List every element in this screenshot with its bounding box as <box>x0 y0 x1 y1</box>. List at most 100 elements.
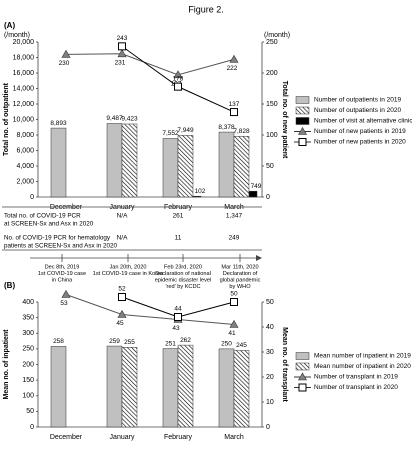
y2-unit: (/month) <box>264 32 290 39</box>
legend-swatch <box>295 117 310 125</box>
bar <box>177 344 194 428</box>
line-marker <box>118 42 126 51</box>
legend-marker <box>298 383 307 392</box>
legend-swatch <box>295 352 310 360</box>
bar-value-label: 262 <box>180 337 191 344</box>
line-value-label: 44 <box>174 306 182 313</box>
row-label: at SCREEN-Sx and Asx in 2020 <box>4 221 94 228</box>
y2-tick-label: 250 <box>266 39 278 46</box>
bar <box>218 348 235 428</box>
table-cell: 261 <box>173 213 184 220</box>
line-value-label: 137 <box>229 101 240 108</box>
y2-tick-label: 100 <box>266 132 278 139</box>
line-value-label: 52 <box>118 286 126 293</box>
y-tick-label: 350 <box>22 314 34 321</box>
legend-swatch <box>295 96 310 104</box>
bar <box>121 123 138 198</box>
line-value-label: 53 <box>60 300 68 307</box>
bar-value-label: 7,828 <box>233 128 250 135</box>
y-tick-label: 250 <box>22 346 34 353</box>
legend-label: Number of new patients in 2019 <box>314 128 406 135</box>
timeline-text: Jan 20th, 2020 <box>109 264 146 270</box>
line-marker <box>118 293 126 301</box>
bar <box>50 127 67 198</box>
y-unit: (/month) <box>4 32 30 39</box>
figure-title: Figure 2. <box>188 4 224 14</box>
y-tick-label: 150 <box>22 377 34 384</box>
y-tick-label: 14,000 <box>13 85 35 92</box>
legend-swatch <box>295 106 310 115</box>
y-tick-label: 50 <box>26 408 34 415</box>
bar-value-label: 259 <box>109 338 120 345</box>
line-value-label: 41 <box>228 330 236 337</box>
legend-label: Number of transplant in 2020 <box>314 384 398 391</box>
y2-tick-label: 50 <box>266 163 274 170</box>
line-marker <box>61 49 71 58</box>
line-marker <box>61 289 71 298</box>
x-tick-label: January <box>110 434 135 441</box>
x-tick-label: December <box>50 434 83 441</box>
line-marker <box>173 70 183 79</box>
bar <box>192 195 202 198</box>
bar <box>162 138 179 198</box>
bar-value-label: 8,893 <box>50 120 67 127</box>
y-tick-label: 8,000 <box>16 132 34 139</box>
line <box>65 294 235 325</box>
y2-tick-label: 0 <box>266 424 270 431</box>
timeline-text: 1st COVID-19 case <box>38 271 86 277</box>
line-marker <box>117 309 127 318</box>
bar <box>177 135 194 198</box>
y-tick-label: 2,000 <box>16 178 34 185</box>
table-cell: N/A <box>117 213 129 220</box>
line-marker <box>229 54 239 63</box>
line-marker <box>174 313 182 321</box>
bar-value-label: 9,487 <box>106 115 123 122</box>
bar <box>248 190 258 198</box>
y2-axis-title: Mean no. of transplant <box>281 327 288 402</box>
y2-tick-label: 200 <box>266 70 278 77</box>
bar <box>121 347 138 428</box>
line-marker <box>229 319 239 328</box>
y2-axis-title: Total no. of new patient <box>281 81 288 159</box>
y2-tick-label: 50 <box>266 299 274 306</box>
timeline-text: global pandemic <box>220 277 261 283</box>
timeline-text: 'red' by KCDC <box>165 284 200 290</box>
bar <box>233 350 250 428</box>
line-marker <box>174 82 182 91</box>
y-tick-label: 200 <box>22 361 34 368</box>
timeline-text: by WHO <box>229 284 251 290</box>
bar <box>106 123 123 198</box>
y-tick-label: 0 <box>30 194 34 201</box>
timeline-text: Declaration of <box>223 271 258 277</box>
y2-tick-label: 0 <box>266 194 270 201</box>
timeline-text: Declaration of national <box>155 271 211 277</box>
y-tick-label: 300 <box>22 330 34 337</box>
row-label: patients at SCREEN-Sx and Asx in 2020 <box>4 243 118 250</box>
timeline-text: Feb 23rd, 2020 <box>164 264 202 270</box>
bar-value-label: 7,552 <box>162 130 179 137</box>
y-tick-label: 400 <box>22 299 34 306</box>
y-tick-label: 16,000 <box>13 70 35 77</box>
y-tick-label: 0 <box>30 424 34 431</box>
bar-value-label: 9,423 <box>121 116 138 123</box>
bar <box>106 345 123 428</box>
line-value-label: 178 <box>173 75 184 82</box>
panel-label: (A) <box>4 21 15 30</box>
legend-label: Number of outpatients in 2019 <box>314 97 401 104</box>
panel-label: (B) <box>4 281 15 290</box>
timeline-text: in China <box>52 277 73 283</box>
y-tick-label: 4,000 <box>16 163 34 170</box>
timeline-text: epidemic disaster level <box>155 277 212 283</box>
row-label: Total no. of COVID-19 PCR <box>4 213 81 220</box>
bar <box>218 131 235 198</box>
table-cell: 249 <box>229 235 240 242</box>
y-tick-label: 12,000 <box>13 101 35 108</box>
bar-value-label: 255 <box>124 339 135 346</box>
legend-marker <box>297 126 308 135</box>
bar-value-label: 251 <box>165 340 176 347</box>
legend-swatch <box>295 362 310 371</box>
line-value-label: 230 <box>59 60 70 67</box>
line-value-label: 243 <box>117 35 128 42</box>
y-tick-label: 10,000 <box>13 116 35 123</box>
